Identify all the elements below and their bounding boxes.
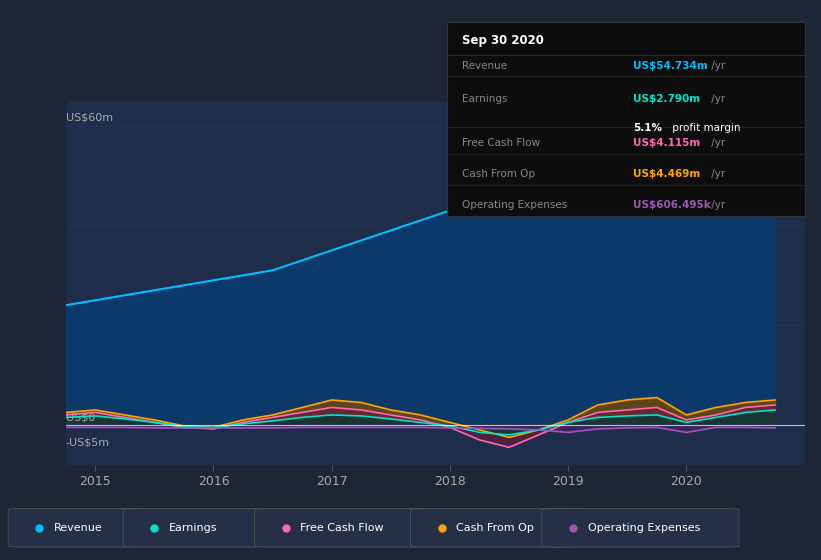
FancyBboxPatch shape <box>8 508 140 547</box>
Text: Earnings: Earnings <box>169 523 218 533</box>
Text: US$54.734m: US$54.734m <box>633 61 708 71</box>
Text: Cash From Op: Cash From Op <box>456 523 534 533</box>
Text: Operating Expenses: Operating Expenses <box>461 200 567 210</box>
Text: Cash From Op: Cash From Op <box>461 169 534 179</box>
Text: /yr: /yr <box>709 200 726 210</box>
Text: Earnings: Earnings <box>461 94 507 104</box>
Text: /yr: /yr <box>709 61 726 71</box>
Text: US$60m: US$60m <box>66 113 112 123</box>
Text: US$2.790m: US$2.790m <box>633 94 700 104</box>
Text: /yr: /yr <box>709 138 726 148</box>
Text: Free Cash Flow: Free Cash Flow <box>461 138 540 148</box>
Text: US$4.469m: US$4.469m <box>633 169 700 179</box>
Text: Revenue: Revenue <box>54 523 103 533</box>
FancyBboxPatch shape <box>410 508 583 547</box>
Text: US$606.495k: US$606.495k <box>633 200 711 210</box>
FancyBboxPatch shape <box>123 508 263 547</box>
Text: Operating Expenses: Operating Expenses <box>588 523 700 533</box>
Text: -US$5m: -US$5m <box>66 437 110 447</box>
Text: profit margin: profit margin <box>669 123 741 133</box>
FancyBboxPatch shape <box>542 508 739 547</box>
Text: US$4.115m: US$4.115m <box>633 138 700 148</box>
Text: US$0: US$0 <box>66 412 95 422</box>
Text: /yr: /yr <box>709 169 726 179</box>
Text: 5.1%: 5.1% <box>633 123 663 133</box>
FancyBboxPatch shape <box>255 508 427 547</box>
Text: /yr: /yr <box>709 94 726 104</box>
Text: Revenue: Revenue <box>461 61 507 71</box>
Text: Free Cash Flow: Free Cash Flow <box>300 523 384 533</box>
Text: Sep 30 2020: Sep 30 2020 <box>461 34 544 47</box>
